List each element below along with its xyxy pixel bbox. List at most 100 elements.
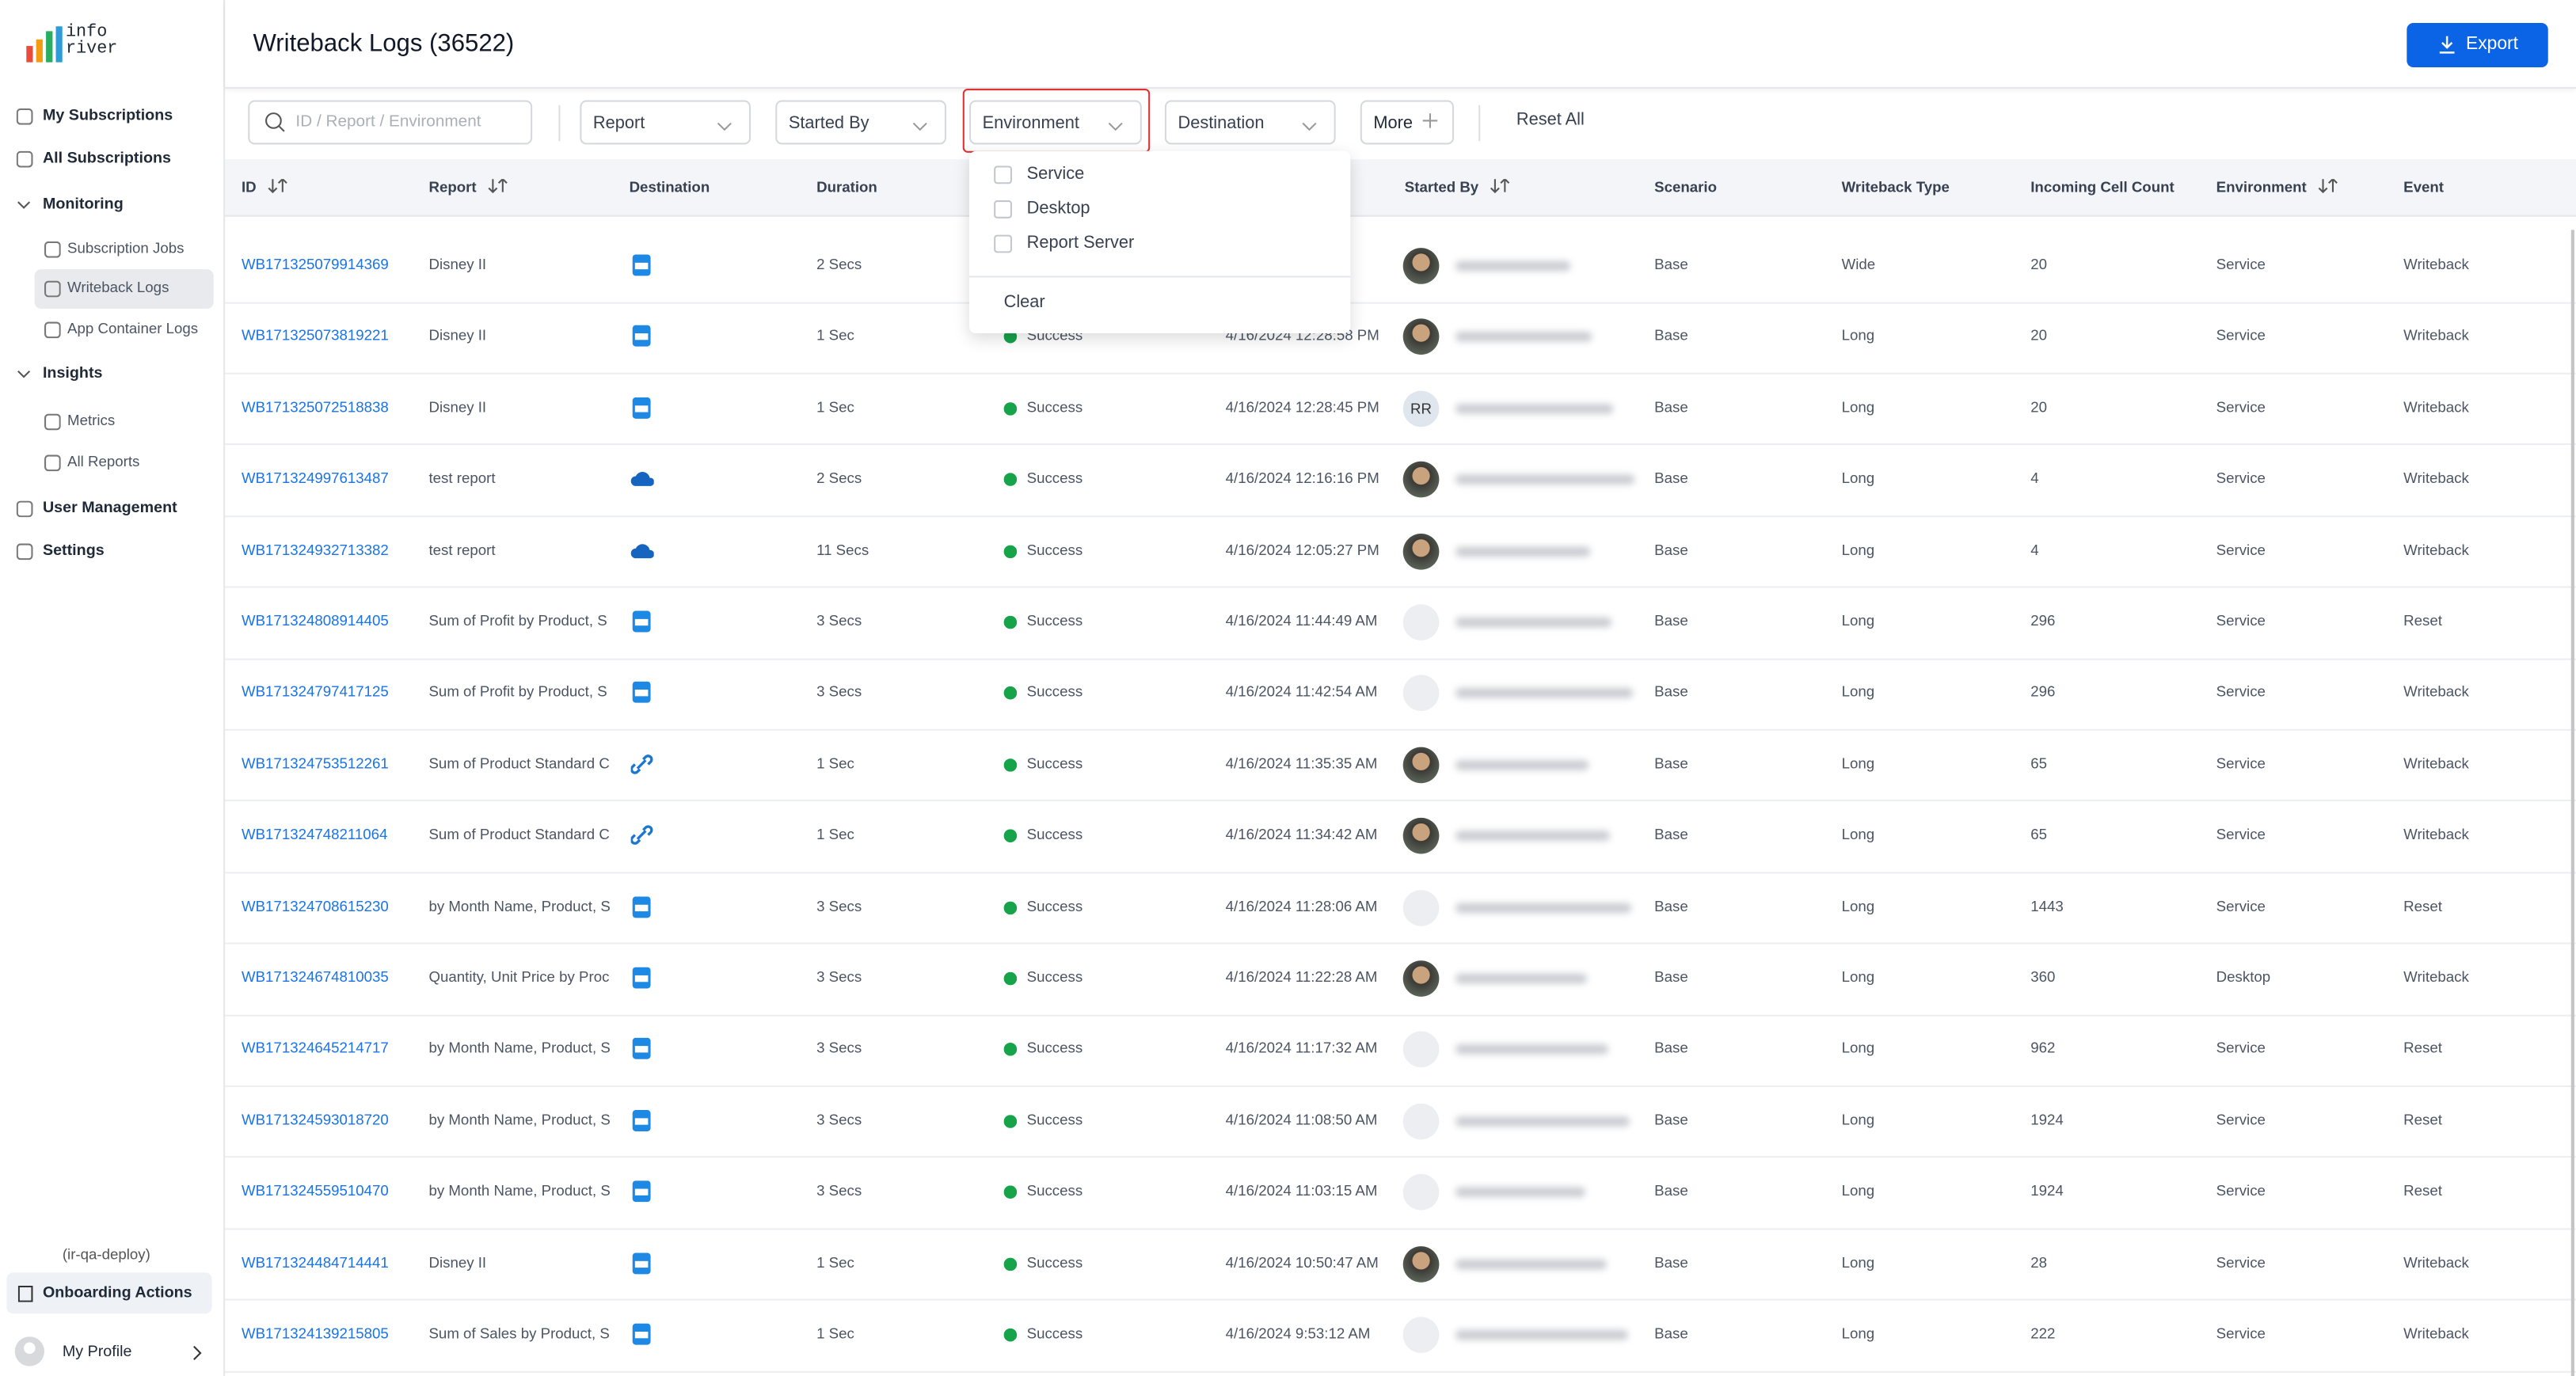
row-id[interactable]: WB171324645214717: [242, 1040, 389, 1057]
column-header[interactable]: ID: [242, 179, 257, 196]
row-id[interactable]: WB171324997613487: [242, 470, 389, 487]
destination-icon: [631, 1324, 654, 1351]
row-id[interactable]: WB171324559510470: [242, 1183, 389, 1199]
page-title: Writeback Logs (36522): [253, 29, 514, 57]
row-id[interactable]: WB171325073819221: [242, 328, 389, 344]
cell-started: 4/16/2024 11:03:15 AM: [1226, 1183, 1378, 1199]
row-divider: [225, 587, 2576, 588]
status-dot: [1004, 758, 1018, 777]
avatar: [1403, 462, 1440, 498]
cell-status: Success: [1027, 1183, 1083, 1199]
nav-item[interactable]: App Container Logs: [67, 320, 198, 336]
column-header: Duration: [816, 179, 877, 196]
status-dot: [1004, 616, 1018, 634]
nav-item[interactable]: Subscription Jobs: [67, 240, 184, 257]
status-dot: [1004, 331, 1018, 349]
checkbox[interactable]: [994, 200, 1012, 219]
cell-status: Success: [1027, 898, 1083, 914]
cell-writeback-type: Long: [1842, 827, 1875, 843]
reset-all[interactable]: Reset All: [1516, 110, 1585, 130]
row-divider: [225, 302, 2576, 303]
column-header: Scenario: [1654, 179, 1717, 196]
cell-event: Writeback: [2403, 969, 2469, 986]
cell-event: Writeback: [2403, 1254, 2469, 1271]
blurred-name: [1455, 689, 1633, 698]
avatar: RR: [1403, 390, 1440, 427]
row-id[interactable]: WB171324932713382: [242, 542, 389, 558]
row-id[interactable]: WB171325072518838: [242, 399, 389, 416]
row-id[interactable]: WB171324748211064: [242, 827, 387, 843]
column-header: Writeback Type: [1842, 179, 1950, 196]
filter-select[interactable]: Destination: [1165, 101, 1336, 145]
nav-item[interactable]: All Subscriptions: [43, 150, 171, 168]
search-box[interactable]: ID / Report / Environment: [248, 101, 532, 145]
avatar: [1403, 889, 1440, 926]
nav-item[interactable]: My Subscriptions: [43, 107, 173, 125]
cell-scenario: Base: [1654, 1040, 1688, 1057]
row-id[interactable]: WB171324674810035: [242, 969, 389, 986]
cell-status: Success: [1027, 684, 1083, 701]
dropdown-option[interactable]: Service: [1027, 164, 1085, 184]
cell-duration: 3 Secs: [816, 613, 862, 629]
cell-duration: 1 Sec: [816, 328, 854, 344]
cell-report: Disney II: [428, 1254, 612, 1271]
row-id[interactable]: WB171324753512261: [242, 755, 389, 772]
status-dot: [1004, 1328, 1018, 1347]
column-header: Incoming Cell Count: [2030, 179, 2175, 196]
nav-item[interactable]: Metrics: [67, 412, 115, 429]
row-id[interactable]: WB171324593018720: [242, 1112, 389, 1128]
sort-icon: [268, 179, 287, 199]
cell-started: 4/16/2024 11:35:35 AM: [1226, 755, 1378, 772]
status-dot: [1004, 1257, 1018, 1275]
cell-writeback-type: Long: [1842, 969, 1875, 986]
row-id[interactable]: WB171325079914369: [242, 257, 389, 273]
row-id[interactable]: WB171324139215805: [242, 1325, 389, 1342]
blurred-name: [1455, 831, 1610, 841]
avatar: [1403, 604, 1440, 640]
nav-item[interactable]: User Management: [43, 499, 177, 517]
destination-icon: [631, 825, 654, 853]
onboarding-button[interactable]: Onboarding Actions: [6, 1272, 211, 1313]
nav-item[interactable]: Monitoring: [43, 196, 124, 214]
status-dot: [1004, 830, 1018, 848]
nav-item[interactable]: All Reports: [67, 453, 139, 469]
more-button[interactable]: More: [1360, 101, 1454, 145]
row-id[interactable]: WB171324484714441: [242, 1254, 389, 1271]
row-id[interactable]: WB171324808914405: [242, 613, 389, 629]
cell-status: Success: [1027, 613, 1083, 629]
row-id[interactable]: WB171324708615230: [242, 898, 389, 914]
status-dot: [1004, 1186, 1018, 1204]
column-header[interactable]: Environment: [2216, 179, 2307, 196]
blurred-name: [1455, 903, 1631, 912]
cell-environment: Service: [2216, 613, 2266, 629]
destination-icon: [631, 682, 654, 710]
profile-label[interactable]: My Profile: [63, 1344, 132, 1362]
nav-item[interactable]: Insights: [43, 364, 103, 382]
clear-button[interactable]: Clear: [1004, 292, 1045, 312]
cell-duration: 1 Sec: [816, 827, 854, 843]
chevron: [17, 199, 32, 217]
avatar: [1403, 533, 1440, 569]
cell-started: 4/16/2024 11:17:32 AM: [1226, 1040, 1378, 1057]
checkbox[interactable]: [994, 235, 1012, 253]
cell-environment: Service: [2216, 470, 2266, 487]
environment-dropdown: Service Desktop Report Server Clear: [969, 151, 1350, 333]
column-header[interactable]: Report: [428, 179, 476, 196]
column-header[interactable]: Started By: [1405, 179, 1478, 196]
row-id[interactable]: WB171324797417125: [242, 684, 389, 701]
avatar: [1403, 1032, 1440, 1068]
dropdown-option[interactable]: Desktop: [1027, 199, 1090, 219]
avatar: [1403, 1245, 1440, 1282]
checkbox[interactable]: [994, 165, 1012, 184]
destination-icon: [631, 397, 654, 424]
dropdown-option[interactable]: Report Server: [1027, 234, 1135, 253]
cell-environment: Service: [2216, 328, 2266, 344]
filter-select[interactable]: Report: [580, 101, 751, 145]
nav-item[interactable]: Writeback Logs: [67, 279, 169, 296]
row-divider: [225, 658, 2576, 659]
filter-select[interactable]: Started By: [775, 101, 946, 145]
nav-item[interactable]: Settings: [43, 542, 105, 560]
sort-icon: [1490, 179, 1510, 199]
export-button[interactable]: Export: [2407, 23, 2547, 67]
